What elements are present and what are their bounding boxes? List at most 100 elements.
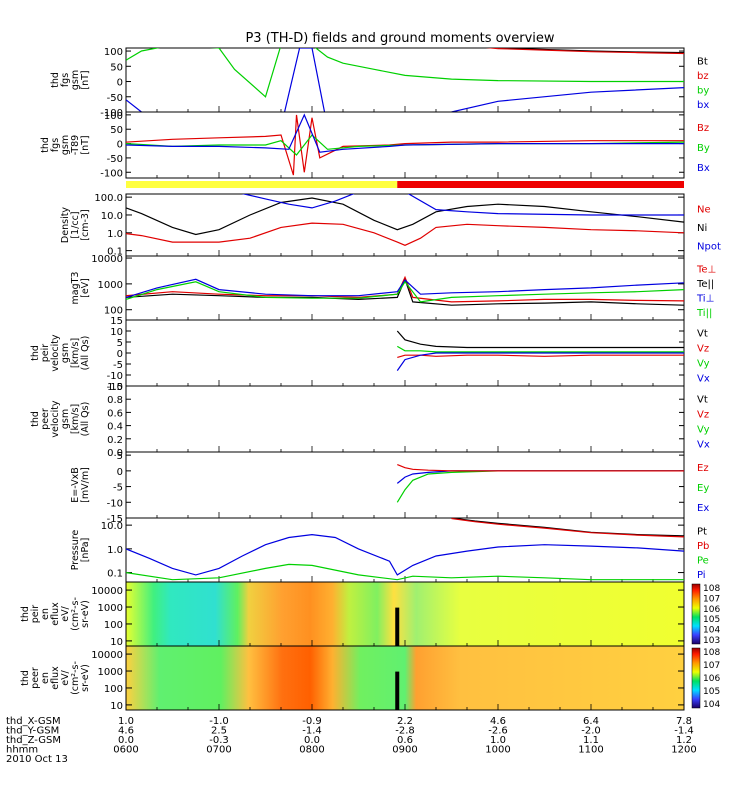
legend-entry: Vx (697, 440, 710, 451)
y-tick-label: 0 (117, 467, 123, 478)
series-Pt (451, 518, 684, 537)
panel-frame (125, 451, 685, 519)
y-axis-label: magT3 (70, 272, 81, 305)
y-tick-label: 0.4 (107, 422, 123, 433)
y-axis-label: peir (40, 344, 51, 363)
legend-entry: Vt (697, 329, 708, 340)
y-axis-label: [mV/m] (80, 467, 91, 503)
legend-entry: bz (697, 71, 709, 82)
ephemeris-value: 0.0 (304, 735, 320, 746)
legend-entry: Npot (697, 242, 721, 253)
spectrogram-gap-peer_eflux (395, 671, 400, 710)
y-tick-label: 100 (104, 684, 123, 695)
panel-frame (125, 47, 685, 113)
y-tick-label: 100.0 (94, 193, 123, 204)
ephemeris-value: 0900 (392, 745, 417, 756)
series-Vy (397, 345, 684, 353)
ephemeris-value: 1100 (578, 745, 603, 756)
y-axis-label: [1/cc] (70, 211, 81, 238)
y-axis-label: [eV] (80, 278, 91, 298)
y-tick-label: 100 (104, 306, 123, 317)
ephemeris-value: -2.6 (488, 726, 508, 737)
y-axis-label: (cm²-s- (70, 597, 81, 631)
region-bar (126, 181, 684, 188)
series-Bx (126, 113, 684, 153)
legend-entry: Bt (697, 56, 708, 67)
y-tick-label: 0.1 (107, 569, 123, 580)
panel-frame (125, 193, 685, 257)
panel-temperature: 10000 1000 100 magT3 [eV] Te⊥ Te|| Ti⊥ Ti|| (70, 254, 716, 321)
colorbar-peer_eflux (691, 647, 701, 709)
ephemeris-value: 1000 (485, 745, 510, 756)
ephemeris-value: 0800 (299, 745, 324, 756)
y-tick-label: 10000 (91, 650, 123, 661)
y-tick-label: -5 (113, 483, 123, 494)
legend-entry: by (697, 85, 709, 96)
y-axis-label: eV/ (60, 605, 71, 621)
y-tick-label: 0.8 (107, 395, 123, 406)
legend-entry: Ex (697, 503, 709, 514)
legend-entry: Ni (697, 223, 707, 234)
y-tick-label: 10 (110, 637, 123, 648)
y-axis-label: [km/s] (70, 338, 81, 368)
legend-entry: Pb (697, 541, 709, 552)
ephemeris-value: 0.0 (118, 735, 134, 746)
y-tick-label: -5 (113, 360, 123, 371)
colorbar-tick-label: 104 (703, 626, 720, 636)
y-axis-label: (All Qs) (80, 336, 91, 371)
series-Vz (397, 354, 684, 358)
colorbar-tick-label: 108 (703, 648, 720, 658)
ephemeris-value: 0600 (113, 745, 138, 756)
y-tick-label: 0.1 (107, 247, 123, 258)
region-bar-segment (126, 181, 398, 188)
y-tick-label: 50 (110, 125, 123, 136)
y-axis-label: en (40, 608, 51, 620)
series-by (126, 48, 684, 98)
series-Ne (126, 222, 684, 246)
ephemeris-value: 1.0 (490, 735, 506, 746)
y-axis-label: velocity (50, 400, 61, 438)
series-Npot (241, 194, 684, 216)
legend-entry: By (697, 143, 710, 154)
y-axis-label: Density (60, 207, 71, 243)
legend-entry: Vz (697, 410, 709, 421)
y-axis-label: fgs (50, 138, 61, 152)
series-Ni (126, 197, 684, 236)
ephemeris-value: 6.4 (583, 716, 599, 727)
y-tick-label: 1000 (98, 280, 123, 291)
y-tick-label: 1.0 (107, 229, 123, 240)
colorbar-tick-label: 105 (703, 687, 720, 697)
series-Ey (396, 470, 684, 503)
y-tick-label: 0.0 (107, 448, 123, 459)
ephemeris-value: 1200 (671, 745, 696, 756)
colorbar-tick-label: 106 (703, 605, 720, 615)
series-Vt (396, 330, 684, 349)
y-axis-label: [nT] (80, 70, 91, 89)
series-Pi (126, 533, 684, 576)
colorbar-tick-label: 107 (703, 661, 720, 671)
series-Pe (126, 563, 684, 581)
y-tick-label: -10 (107, 371, 123, 382)
panel-density: 100.0 10.0 1.0 0.1 Density [1/cc] [cm-3] Ne Ni Np… (60, 193, 721, 258)
y-axis-label: gsm (60, 343, 71, 363)
y-tick-label: 100 (104, 620, 123, 631)
y-axis-label: Pressure (70, 530, 81, 571)
ephemeris-value: -1.4 (302, 726, 322, 737)
y-axis-label: [cm-3] (80, 209, 91, 240)
ephemeris-value: -1.0 (209, 716, 229, 727)
legend-entry: Vy (697, 425, 710, 436)
y-axis-label: gsm (70, 70, 81, 90)
y-tick-label: -100 (100, 168, 123, 179)
y-axis-label: en (40, 672, 51, 684)
y-tick-label: 1000 (98, 667, 123, 678)
series-bz (485, 48, 684, 55)
panel-fgs: 100 50 0 -50 -100 thd fgs gsm [nT] Bt bz by bx (50, 47, 709, 119)
panel-fgs_t89: 100 50 0 -50 -100 thd fgs gsm -T89 [nT] Bz By Bx (40, 111, 710, 179)
ephemeris-value: 1.0 (118, 716, 134, 727)
ephemeris-value: 4.6 (118, 726, 134, 737)
legend-entry: Vt (697, 395, 708, 406)
y-tick-label: 10.0 (101, 211, 123, 222)
y-axis-label: eflux (50, 602, 61, 626)
ephemeris-value: 2.5 (211, 726, 227, 737)
